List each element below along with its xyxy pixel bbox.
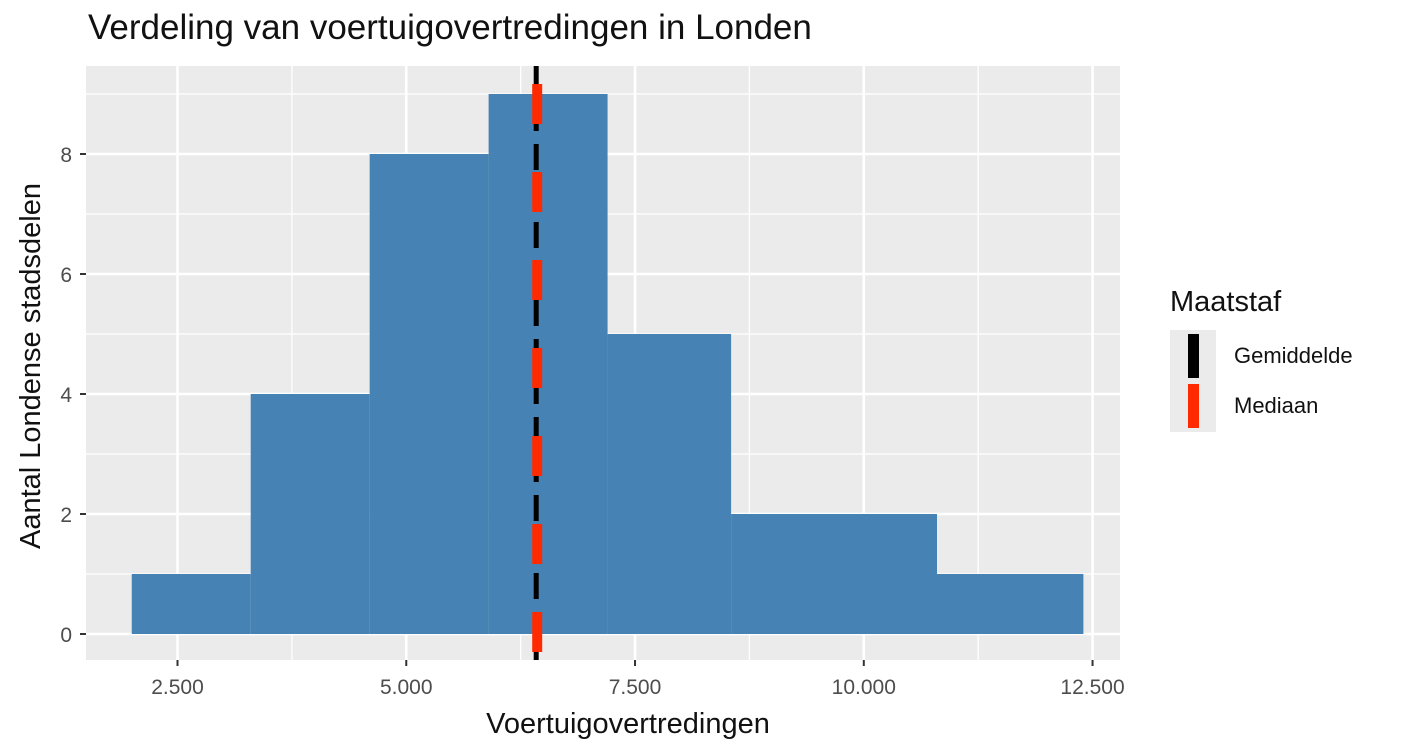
legend: Maatstaf Gemiddelde Mediaan [1170, 286, 1353, 432]
histogram-bar-5 [731, 514, 937, 634]
legend-swatch-gemiddelde [1188, 334, 1199, 378]
reference-lines [532, 66, 543, 660]
x-tick-label: 10.000 [832, 676, 896, 699]
legend-swatch-mediaan [1188, 384, 1199, 428]
x-tick-label: 5.000 [380, 676, 433, 699]
histogram-bar-6 [936, 574, 1084, 634]
x-tick-label: 7.500 [609, 676, 662, 699]
histogram-bar-3 [488, 94, 608, 634]
y-tick-label: 8 [60, 144, 72, 167]
y-tick-label: 4 [60, 384, 72, 407]
histogram-bars [131, 94, 1084, 634]
legend-key-mediaan [1170, 380, 1216, 432]
x-tick-label: 2.500 [151, 676, 204, 699]
y-tick-label: 2 [60, 504, 72, 527]
histogram-bar-4 [607, 334, 732, 634]
x-axis-ticks: 2.500 5.000 7.500 10.000 12.500 [151, 660, 1125, 699]
legend-label-mediaan: Mediaan [1234, 393, 1319, 418]
y-tick-label: 6 [60, 264, 72, 287]
legend-title: Maatstaf [1170, 286, 1282, 318]
x-tick-label: 12.500 [1060, 676, 1124, 699]
legend-item-mediaan: Mediaan [1170, 380, 1353, 432]
x-axis-label: Voertuigovertredingen [486, 708, 770, 740]
histogram-bar-0 [131, 574, 251, 634]
histogram-bar-1 [250, 394, 370, 634]
legend-key-gemiddelde [1170, 330, 1216, 382]
y-axis-label: Aantal Londense stadsdelen [15, 183, 47, 549]
chart-title: Verdeling van voertuigovertredingen in L… [88, 8, 812, 47]
y-axis-ticks: 0 2 4 6 8 [60, 144, 86, 647]
legend-label-gemiddelde: Gemiddelde [1234, 343, 1353, 368]
histogram-bar-2 [369, 154, 489, 634]
legend-item-gemiddelde: Gemiddelde [1170, 330, 1353, 382]
y-tick-label: 0 [60, 624, 72, 647]
